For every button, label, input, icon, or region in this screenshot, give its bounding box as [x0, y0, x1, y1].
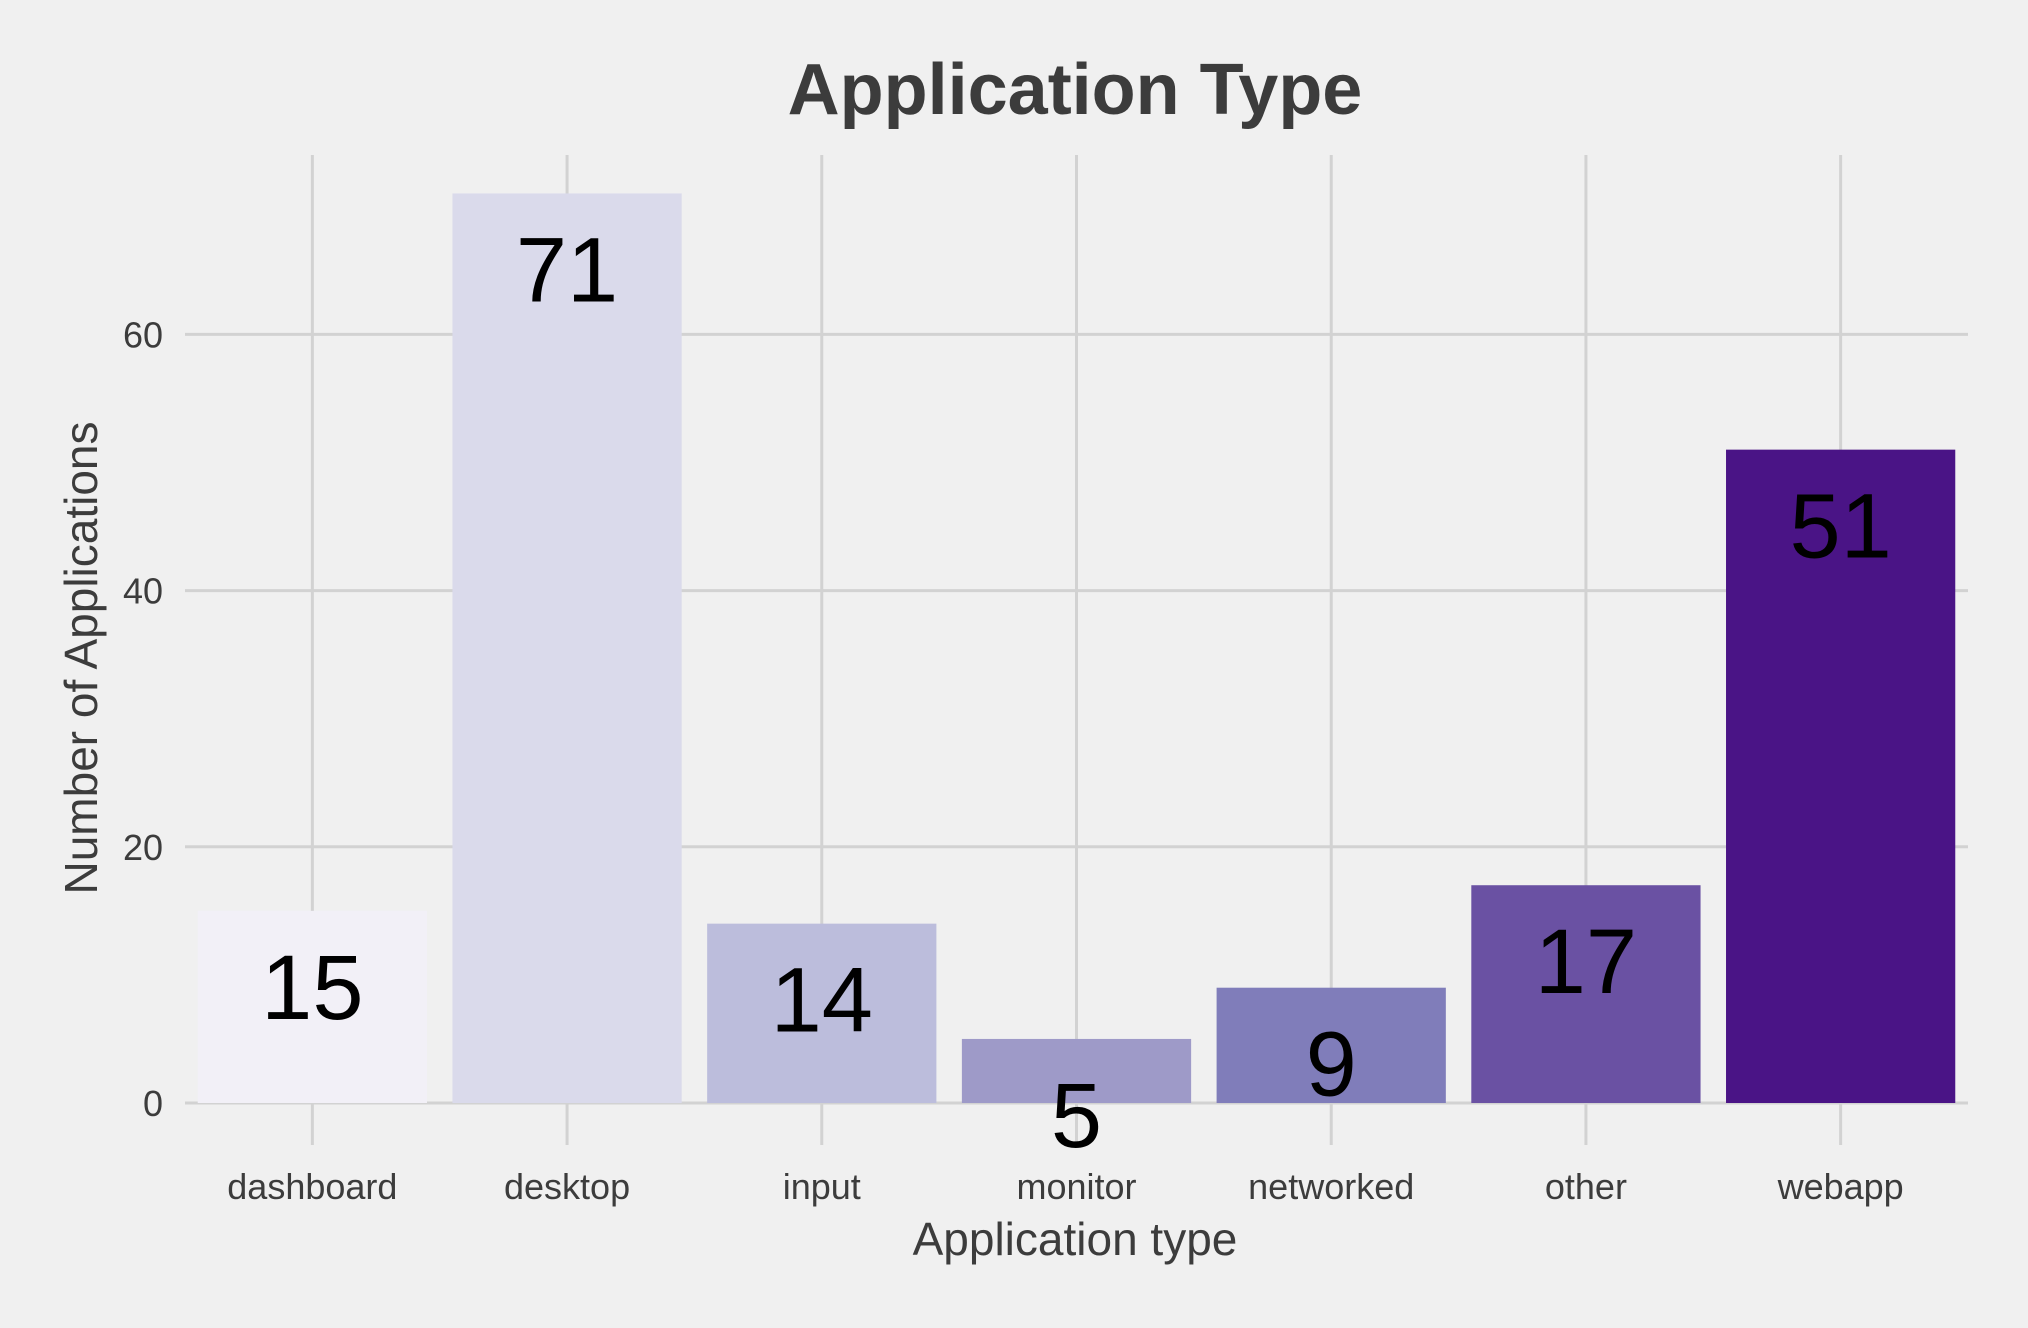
x-axis-label: Application type [913, 1213, 1238, 1265]
x-tick-label: monitor [1016, 1166, 1136, 1207]
data-labels-layer: 15 71 14 5 9 17 51 [261, 219, 1892, 1167]
data-label-input: 14 [771, 950, 873, 1052]
x-tick-label: networked [1248, 1166, 1414, 1207]
bar-dashboard [197, 910, 427, 1103]
bar-networked [1216, 987, 1446, 1103]
x-tick-label: other [1545, 1166, 1627, 1207]
x-tick-label: input [783, 1166, 861, 1207]
x-tick-label: webapp [1777, 1166, 1904, 1207]
bar-desktop [452, 193, 682, 1103]
bar-other [1471, 885, 1701, 1103]
x-tick-label: dashboard [227, 1166, 397, 1207]
data-label-networked: 9 [1306, 1014, 1357, 1116]
y-axis-label: Number of Applications [55, 421, 107, 894]
y-tick-label: 60 [123, 314, 163, 355]
data-label-monitor: 5 [1051, 1065, 1102, 1167]
data-label-dashboard: 15 [261, 937, 363, 1039]
data-label-desktop: 71 [516, 219, 618, 321]
bar-webapp [1726, 449, 1956, 1103]
bar-monitor [961, 1038, 1192, 1103]
x-tick-label: desktop [504, 1166, 630, 1207]
y-tick-label: 0 [143, 1083, 163, 1124]
chart-title: Application Type [788, 50, 1363, 130]
y-tick-label: 40 [123, 571, 163, 612]
bars-layer [197, 193, 1956, 1103]
data-label-webapp: 51 [1789, 476, 1891, 578]
ticks-layer: 0 20 40 60 dashboard desktop input monitor netwo… [123, 314, 1904, 1207]
bar-input [707, 923, 937, 1103]
data-label-other: 17 [1535, 911, 1637, 1013]
y-tick-label: 20 [123, 827, 163, 868]
